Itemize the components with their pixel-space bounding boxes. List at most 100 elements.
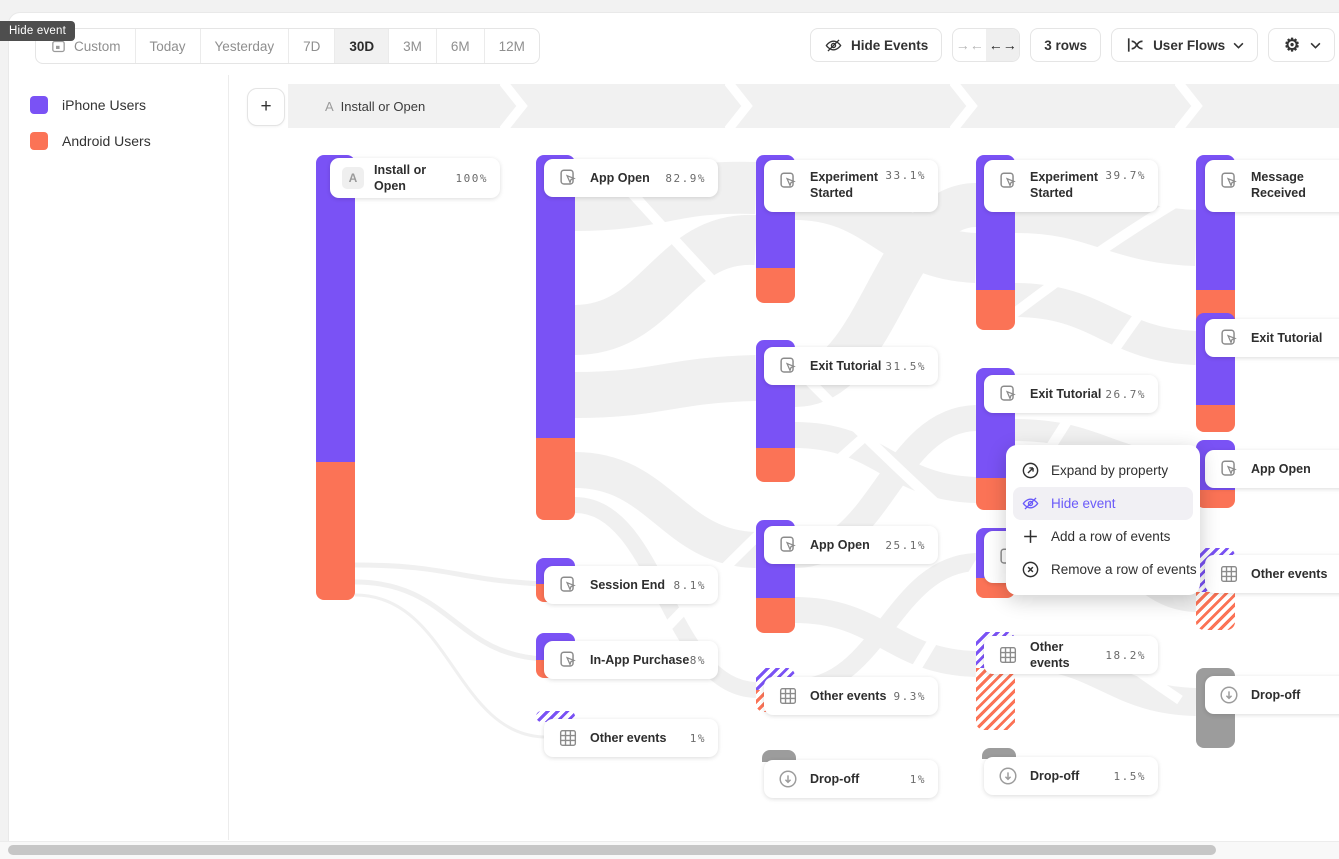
flow-bar-other-android[interactable] — [976, 668, 1015, 730]
horizontal-scrollbar-thumb[interactable] — [8, 845, 1216, 855]
grid-icon — [1217, 562, 1241, 586]
gear-icon: ⚙ — [1284, 34, 1301, 55]
step-header-label: A Install or Open — [325, 98, 426, 114]
dropoff-arrow-icon — [776, 767, 800, 791]
date-range-3m[interactable]: 3M — [389, 29, 437, 63]
menu-item-add-row[interactable]: Add a row of events — [1013, 520, 1193, 553]
event-context-menu: Expand by property Hide event Add a row … — [1006, 445, 1200, 595]
event-card-message-received[interactable]: Message Received — [1205, 160, 1339, 212]
flow-bar-dropoff[interactable] — [762, 750, 796, 762]
flow-bar-android[interactable] — [1196, 405, 1235, 432]
flow-bar-android[interactable] — [536, 438, 575, 520]
flow-bar-other-android[interactable] — [1196, 592, 1235, 630]
menu-item-hide-event[interactable]: Hide event — [1013, 487, 1193, 520]
event-card-experiment-started[interactable]: Experiment Started 33.1% — [764, 160, 938, 212]
event-card-in-app-purchase[interactable]: In-App Purchase 8% — [544, 641, 718, 679]
step-header-strip[interactable]: A Install or Open — [288, 84, 1339, 128]
flow-bar-dropoff[interactable] — [982, 748, 1016, 759]
date-range-group: Custom Today Yesterday 7D 30D 3M 6M 12M — [35, 28, 540, 64]
flow-bar-iphone[interactable] — [536, 155, 575, 438]
dropoff-arrow-icon — [1217, 683, 1241, 707]
event-click-icon — [776, 533, 800, 557]
horizontal-scrollbar-track[interactable] — [0, 841, 1339, 859]
expand-columns-button[interactable]: ←→ — [986, 29, 1020, 61]
arrows-in-icon: →← — [955, 37, 984, 53]
date-range-custom[interactable]: Custom — [36, 29, 136, 63]
flow-bar-android[interactable] — [756, 598, 795, 633]
event-card-other-events[interactable]: Other events — [1205, 555, 1339, 593]
dropoff-arrow-icon — [996, 764, 1020, 788]
event-click-icon — [996, 382, 1020, 406]
event-click-icon — [1217, 326, 1241, 350]
event-card-exit-tutorial[interactable]: Exit Tutorial 31.5% — [764, 347, 938, 385]
event-card-app-open[interactable]: App Open 25.1% — [764, 526, 938, 564]
hide-events-button[interactable]: Hide Events — [810, 28, 943, 62]
date-range-30d[interactable]: 30D — [335, 29, 390, 63]
event-click-icon — [1217, 169, 1241, 193]
date-range-today[interactable]: Today — [136, 29, 201, 63]
grid-icon — [996, 643, 1020, 667]
legend-item-android[interactable]: Android Users — [30, 132, 151, 150]
strip-chevron-icon — [950, 84, 978, 128]
event-card-exit-tutorial[interactable]: Exit Tutorial 26.7% — [984, 375, 1158, 413]
event-card-other-events[interactable]: Other events 18.2% — [984, 636, 1158, 674]
flow-bar-other-iphone[interactable] — [536, 711, 575, 722]
collapse-columns-button[interactable]: →← — [953, 29, 986, 61]
flow-bar-android[interactable] — [756, 268, 795, 303]
date-range-label: Custom — [74, 38, 121, 54]
android-color-swatch — [30, 132, 48, 150]
remove-circle-icon — [1021, 560, 1040, 579]
event-card-session-end[interactable]: Session End 8.1% — [544, 566, 718, 604]
date-range-12m[interactable]: 12M — [498, 38, 525, 54]
menu-item-expand-by-property[interactable]: Expand by property — [1013, 454, 1193, 487]
eye-off-icon — [824, 36, 843, 55]
date-range-yesterday[interactable]: Yesterday — [201, 29, 290, 63]
event-card-experiment-started[interactable]: Experiment Started 39.7% — [984, 160, 1158, 212]
flow-bar-android[interactable] — [1196, 490, 1235, 508]
event-click-icon — [556, 573, 580, 597]
step-a-badge: A — [342, 167, 364, 189]
event-click-icon — [996, 169, 1020, 193]
flow-bar-android[interactable] — [976, 578, 1015, 598]
legend-item-iphone[interactable]: iPhone Users — [30, 96, 151, 114]
strip-chevron-icon — [725, 84, 753, 128]
date-range-7d[interactable]: 7D — [289, 29, 336, 63]
flow-bar-iphone[interactable] — [316, 155, 355, 462]
rows-button[interactable]: 3 rows — [1030, 28, 1102, 62]
settings-button[interactable]: ⚙ — [1268, 28, 1336, 62]
event-card-app-open[interactable]: App Open — [1205, 450, 1339, 488]
event-click-icon — [1217, 457, 1241, 481]
chevron-down-icon — [1310, 42, 1321, 49]
event-card-other-events[interactable]: Other events 9.3% — [764, 677, 938, 715]
flow-bar-android[interactable] — [976, 290, 1015, 330]
user-flows-icon — [1125, 35, 1145, 55]
view-selector[interactable]: User Flows — [1111, 28, 1259, 62]
segment-legend: iPhone Users Android Users — [30, 96, 151, 168]
dropoff-card[interactable]: Drop-off 1% — [764, 760, 938, 798]
menu-item-remove-row[interactable]: Remove a row of events — [1013, 553, 1197, 586]
sidebar-divider — [228, 75, 229, 840]
main-panel — [8, 12, 1339, 843]
arrows-out-icon: ←→ — [988, 37, 1017, 53]
grid-icon — [556, 726, 580, 750]
event-card-app-open[interactable]: App Open 82.9% — [544, 159, 718, 197]
add-step-button[interactable]: + — [247, 88, 285, 126]
step-badge: A — [325, 98, 334, 114]
dropoff-card[interactable]: Drop-off 1.5% — [984, 757, 1158, 795]
event-card-install-or-open[interactable]: A Install or Open 100% — [330, 158, 500, 198]
event-click-icon — [556, 648, 580, 672]
event-click-icon — [556, 166, 580, 190]
flow-bar-android[interactable] — [316, 462, 355, 600]
collapse-expand-toggle: →← ←→ — [952, 28, 1021, 62]
event-card-exit-tutorial[interactable]: Exit Tutorial — [1205, 319, 1339, 357]
event-card-other-events[interactable]: Other events 1% — [544, 719, 718, 757]
strip-chevron-icon — [500, 84, 528, 128]
iphone-color-swatch — [30, 96, 48, 114]
event-click-icon — [776, 354, 800, 378]
flow-bar-android[interactable] — [756, 448, 795, 482]
plus-icon — [1021, 527, 1040, 546]
dropoff-card[interactable]: Drop-off — [1205, 676, 1339, 714]
date-range-6m[interactable]: 6M — [437, 29, 485, 63]
